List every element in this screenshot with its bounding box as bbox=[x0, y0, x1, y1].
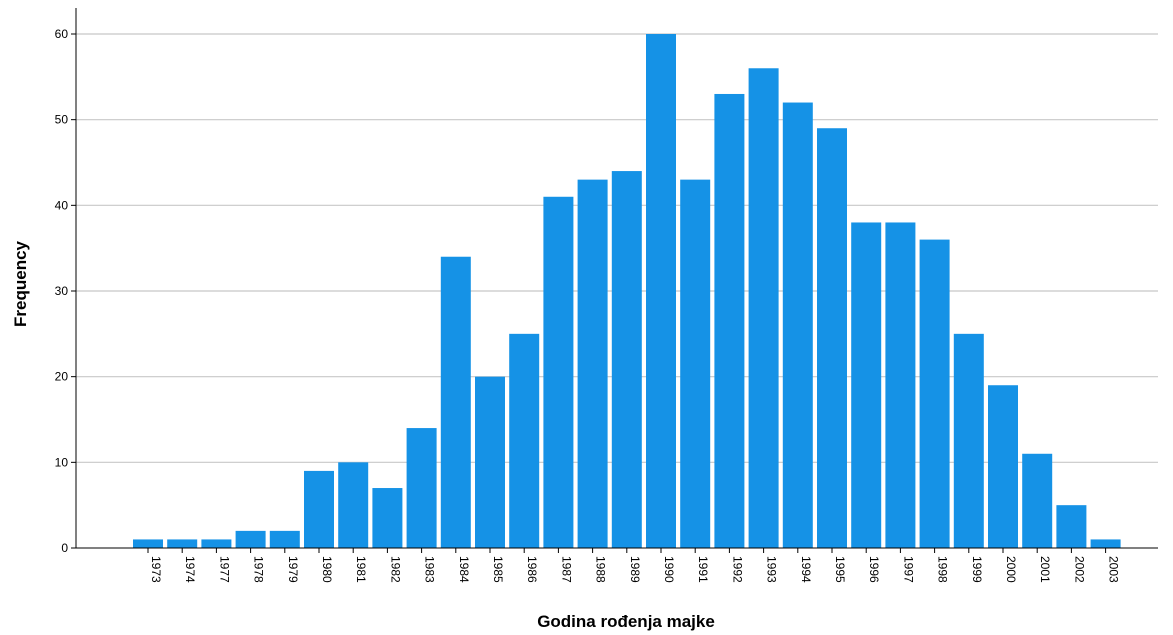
x-axis-ticks: 1973 1974 1977 1978 1979 1980 1981 1982 1983 1984… bbox=[147, 548, 1121, 583]
bar-1974 bbox=[167, 539, 198, 548]
y-axis-title: Frequency bbox=[11, 240, 30, 327]
x-tick-label: 1980 bbox=[320, 556, 334, 583]
bar-2001 bbox=[1022, 453, 1053, 548]
x-tick-label: 2003 bbox=[1107, 556, 1121, 583]
x-tick-label: 2001 bbox=[1038, 556, 1052, 583]
x-tick-label: 1977 bbox=[217, 556, 231, 583]
x-tick-label: 1987 bbox=[559, 556, 573, 583]
x-tick-label: 1997 bbox=[901, 556, 915, 583]
bar-1978 bbox=[235, 530, 266, 548]
y-axis-ticks: 0 10 20 30 40 50 60 bbox=[55, 27, 76, 555]
x-tick-label: 1986 bbox=[525, 556, 539, 583]
bar-1986 bbox=[509, 333, 540, 548]
y-tick-label: 50 bbox=[55, 113, 69, 127]
bar-1982 bbox=[372, 488, 403, 548]
bar-2000 bbox=[988, 385, 1018, 548]
x-tick-label: 1981 bbox=[354, 556, 368, 583]
y-tick-label: 40 bbox=[55, 198, 69, 212]
x-tick-label: 1993 bbox=[765, 556, 779, 583]
x-tick-label: 1989 bbox=[628, 556, 642, 583]
x-tick-label: 1990 bbox=[662, 556, 676, 583]
bar-1990 bbox=[646, 34, 676, 548]
x-tick-label: 1982 bbox=[388, 556, 402, 583]
bar-1992 bbox=[714, 93, 745, 548]
bar-1983 bbox=[406, 428, 437, 548]
bar-1987 bbox=[543, 196, 574, 548]
bar-1984 bbox=[440, 256, 471, 548]
x-tick-label: 2002 bbox=[1072, 556, 1086, 583]
x-tick-label: 1988 bbox=[594, 556, 608, 583]
x-tick-label: 2000 bbox=[1004, 556, 1018, 583]
y-tick-label: 60 bbox=[55, 27, 69, 41]
bar-1985 bbox=[475, 376, 505, 548]
x-tick-label: 1978 bbox=[252, 556, 266, 583]
x-tick-label: 1995 bbox=[833, 556, 847, 583]
bar-1977 bbox=[201, 539, 232, 548]
bar-1997 bbox=[885, 222, 916, 548]
bar-2003 bbox=[1090, 539, 1121, 548]
bar-1991 bbox=[680, 179, 711, 548]
x-tick-label: 1994 bbox=[799, 556, 813, 583]
bars bbox=[133, 34, 1121, 549]
bar-1994 bbox=[782, 102, 813, 549]
bar-1993 bbox=[748, 68, 779, 549]
x-tick-label: 1996 bbox=[867, 556, 881, 583]
bar-1981 bbox=[338, 462, 369, 548]
bar-1988 bbox=[577, 179, 608, 548]
x-tick-label: 1973 bbox=[149, 556, 163, 583]
y-tick-label: 30 bbox=[55, 284, 69, 298]
x-tick-label: 1998 bbox=[936, 556, 950, 583]
bar-1980 bbox=[304, 470, 334, 548]
bar-1979 bbox=[269, 530, 300, 548]
x-tick-label: 1974 bbox=[183, 556, 197, 583]
bar-1989 bbox=[611, 171, 642, 549]
y-tick-label: 20 bbox=[55, 370, 69, 384]
x-tick-label: 1985 bbox=[491, 556, 505, 583]
bar-1995 bbox=[817, 128, 847, 548]
x-tick-label: 1999 bbox=[970, 556, 984, 583]
bar-1996 bbox=[851, 222, 882, 548]
bar-2002 bbox=[1056, 505, 1087, 548]
y-tick-label: 0 bbox=[61, 541, 68, 555]
x-tick-label: 1979 bbox=[286, 556, 300, 583]
bar-1999 bbox=[953, 333, 984, 548]
bar-1998 bbox=[919, 239, 950, 548]
bar-1973 bbox=[133, 539, 163, 548]
x-axis-title: Godina rođenja majke bbox=[537, 612, 715, 631]
y-tick-label: 10 bbox=[55, 455, 69, 469]
x-tick-label: 1984 bbox=[457, 556, 471, 583]
x-tick-label: 1991 bbox=[696, 556, 710, 583]
x-tick-label: 1992 bbox=[730, 556, 744, 583]
x-tick-label: 1983 bbox=[423, 556, 437, 583]
